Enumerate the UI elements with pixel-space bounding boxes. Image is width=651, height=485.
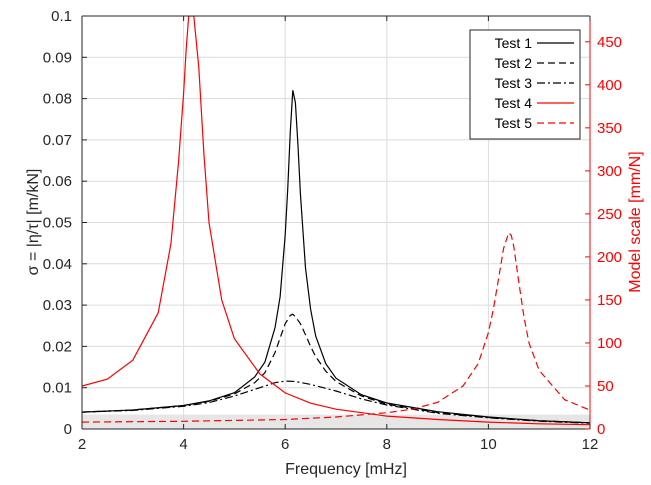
y-tick-label-left: 0.07: [43, 132, 72, 149]
legend-label-1: Test 1: [495, 35, 533, 51]
y-tick-label-left: 0.04: [43, 256, 72, 273]
y-tick-label-left: 0.03: [43, 297, 72, 314]
x-tick-label: 12: [582, 436, 599, 453]
y-axis-label-right: Model scale [mm/N]: [627, 151, 644, 292]
y-tick-label-left: 0.06: [43, 173, 72, 190]
x-tick-label: 4: [179, 436, 187, 453]
x-axis-label: Frequency [mHz]: [285, 461, 407, 478]
y-axis-label-left: σ = |η/τ| [m/kN]: [25, 169, 42, 276]
y-tick-label-right: 350: [597, 120, 622, 137]
legend-box: [469, 29, 581, 140]
legend-label-5: Test 5: [495, 115, 533, 131]
y-tick-label-right: 200: [597, 249, 622, 266]
legend-label-2: Test 2: [495, 55, 533, 71]
y-tick-label-left: 0.05: [43, 215, 72, 232]
y-tick-label-left: 0: [64, 421, 72, 438]
series-line-4: [82, 16, 590, 426]
y-tick-label-right: 150: [597, 292, 622, 309]
legend-label-3: Test 3: [495, 75, 533, 91]
y-tick-label-left: 0.09: [43, 49, 72, 66]
x-tick-label: 10: [480, 436, 497, 453]
y-tick-label-left: 0.1: [51, 8, 72, 25]
shaded-band: [82, 414, 590, 429]
y-tick-label-right: 450: [597, 34, 622, 51]
x-tick-label: 6: [281, 436, 289, 453]
series-line-5: [82, 231, 590, 423]
y-tick-label-right: 100: [597, 335, 622, 352]
legend-label-4: Test 4: [495, 95, 533, 111]
y-tick-label-left: 0.01: [43, 380, 72, 397]
y-tick-label-right: 300: [597, 163, 622, 180]
y-tick-label-left: 0.02: [43, 338, 72, 355]
legend: Test 1 Test 2 Test 3 Test 4 Test 5: [469, 29, 581, 140]
y-tick-label-right: 0: [597, 421, 605, 438]
y-tick-label-right: 400: [597, 77, 622, 94]
series-line-1: [82, 90, 590, 424]
y-tick-label-left: 0.08: [43, 91, 72, 108]
series-line-2: [82, 313, 590, 424]
series-line-3: [82, 380, 590, 424]
x-tick-label: 2: [78, 436, 86, 453]
x-tick-label: 8: [383, 436, 391, 453]
y-tick-label-right: 50: [597, 378, 614, 395]
y-tick-label-right: 250: [597, 206, 622, 223]
